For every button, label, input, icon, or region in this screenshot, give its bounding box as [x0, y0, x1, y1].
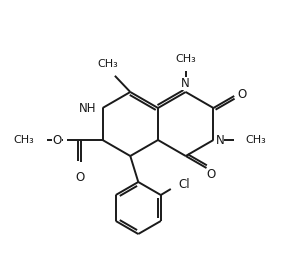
- Text: Cl: Cl: [179, 178, 191, 191]
- Text: CH₃: CH₃: [175, 54, 196, 64]
- Text: O: O: [207, 168, 216, 181]
- Text: N: N: [215, 134, 224, 147]
- Text: CH₃: CH₃: [245, 135, 266, 145]
- Text: CH₃: CH₃: [14, 135, 35, 145]
- Text: CH₃: CH₃: [97, 59, 118, 69]
- Text: O: O: [238, 88, 247, 100]
- Text: N: N: [181, 77, 190, 90]
- Text: NH: NH: [79, 101, 97, 115]
- Text: O: O: [52, 134, 61, 147]
- Text: O: O: [75, 171, 84, 184]
